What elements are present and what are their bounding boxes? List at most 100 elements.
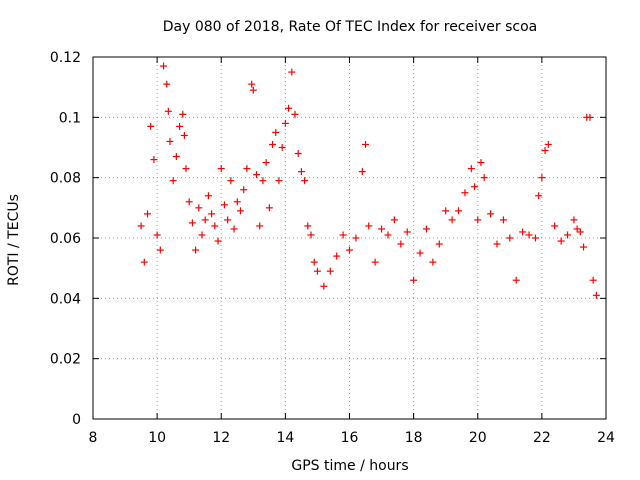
data-point (471, 183, 479, 191)
data-point (156, 246, 164, 254)
data-point (403, 228, 411, 236)
data-point (224, 216, 232, 224)
data-point (240, 186, 248, 194)
data-point (442, 207, 450, 215)
data-points (137, 62, 600, 299)
data-point (144, 210, 152, 218)
data-point (262, 159, 270, 167)
data-point (269, 140, 277, 148)
data-point (195, 204, 203, 212)
data-point (249, 86, 257, 94)
data-point (416, 249, 424, 257)
data-point (301, 177, 309, 185)
data-point (233, 198, 241, 206)
data-point (339, 231, 347, 239)
data-point (512, 276, 520, 284)
data-point (592, 291, 600, 299)
data-point (243, 165, 251, 173)
data-point (352, 234, 360, 242)
data-point (455, 207, 463, 215)
data-point (435, 240, 443, 248)
data-point (137, 222, 145, 230)
data-point (164, 107, 172, 115)
data-point (179, 110, 187, 118)
data-point (499, 216, 507, 224)
data-point (211, 222, 219, 230)
y-tick-label: 0.12 (50, 50, 81, 66)
data-point (310, 258, 318, 266)
data-point (172, 153, 180, 161)
data-point (180, 131, 188, 139)
data-point (551, 222, 559, 230)
data-point (147, 122, 155, 130)
data-point (531, 234, 539, 242)
data-point (519, 228, 527, 236)
data-point (150, 156, 158, 164)
data-point (185, 198, 193, 206)
data-point (256, 222, 264, 230)
data-point (422, 225, 430, 233)
data-point (163, 80, 171, 88)
data-point (384, 231, 392, 239)
data-point (253, 171, 261, 179)
data-point (285, 104, 293, 112)
data-point (259, 177, 267, 185)
x-tick-label: 10 (148, 430, 166, 446)
data-point (230, 225, 238, 233)
x-tick-label: 22 (533, 430, 551, 446)
axes: 8 10 12 14 16 18 20 22 24 0 0.02 0.04 0.06 0.08 0.1 0.1… (50, 50, 615, 446)
data-point (236, 207, 244, 215)
data-point (291, 110, 299, 118)
data-point (192, 246, 200, 254)
data-point (313, 267, 321, 275)
data-point (480, 174, 488, 182)
data-point (535, 192, 543, 200)
y-axis-label: ROTI / TECUs (6, 194, 22, 286)
data-point (169, 177, 177, 185)
data-point (358, 168, 366, 176)
data-point (573, 225, 581, 233)
data-point (362, 140, 370, 148)
x-tick-label: 18 (405, 430, 423, 446)
x-tick-label: 16 (341, 430, 359, 446)
data-point (160, 62, 168, 70)
data-point (294, 150, 302, 158)
y-tick-label: 0.08 (50, 171, 81, 187)
x-tick-label: 12 (212, 430, 230, 446)
data-point (188, 219, 196, 227)
data-point (410, 276, 418, 284)
data-point (576, 228, 584, 236)
data-point (397, 240, 405, 248)
data-point (307, 231, 315, 239)
data-point (557, 237, 565, 245)
data-point (320, 282, 328, 290)
grid-lines (93, 57, 606, 419)
x-tick-label: 24 (597, 430, 615, 446)
x-axis-label: GPS time / hours (291, 458, 408, 474)
y-tick-label: 0.04 (50, 291, 81, 307)
data-point (153, 231, 161, 239)
data-point (371, 258, 379, 266)
x-tick-label: 20 (469, 430, 487, 446)
data-point (220, 201, 228, 209)
x-tick-label: 14 (276, 430, 294, 446)
data-point (201, 216, 209, 224)
data-point (278, 144, 286, 151)
data-point (544, 140, 552, 148)
y-tick-label: 0 (72, 412, 81, 428)
data-point (140, 258, 148, 266)
data-point (477, 159, 485, 167)
x-tick-label: 8 (89, 430, 98, 446)
data-point (333, 252, 341, 260)
data-point (467, 165, 475, 173)
data-point (304, 222, 312, 230)
data-point (525, 231, 533, 239)
data-point (198, 231, 206, 239)
data-point (272, 128, 280, 136)
data-point (474, 216, 482, 224)
data-point (166, 137, 174, 145)
data-point (217, 165, 225, 173)
data-point (378, 225, 386, 233)
